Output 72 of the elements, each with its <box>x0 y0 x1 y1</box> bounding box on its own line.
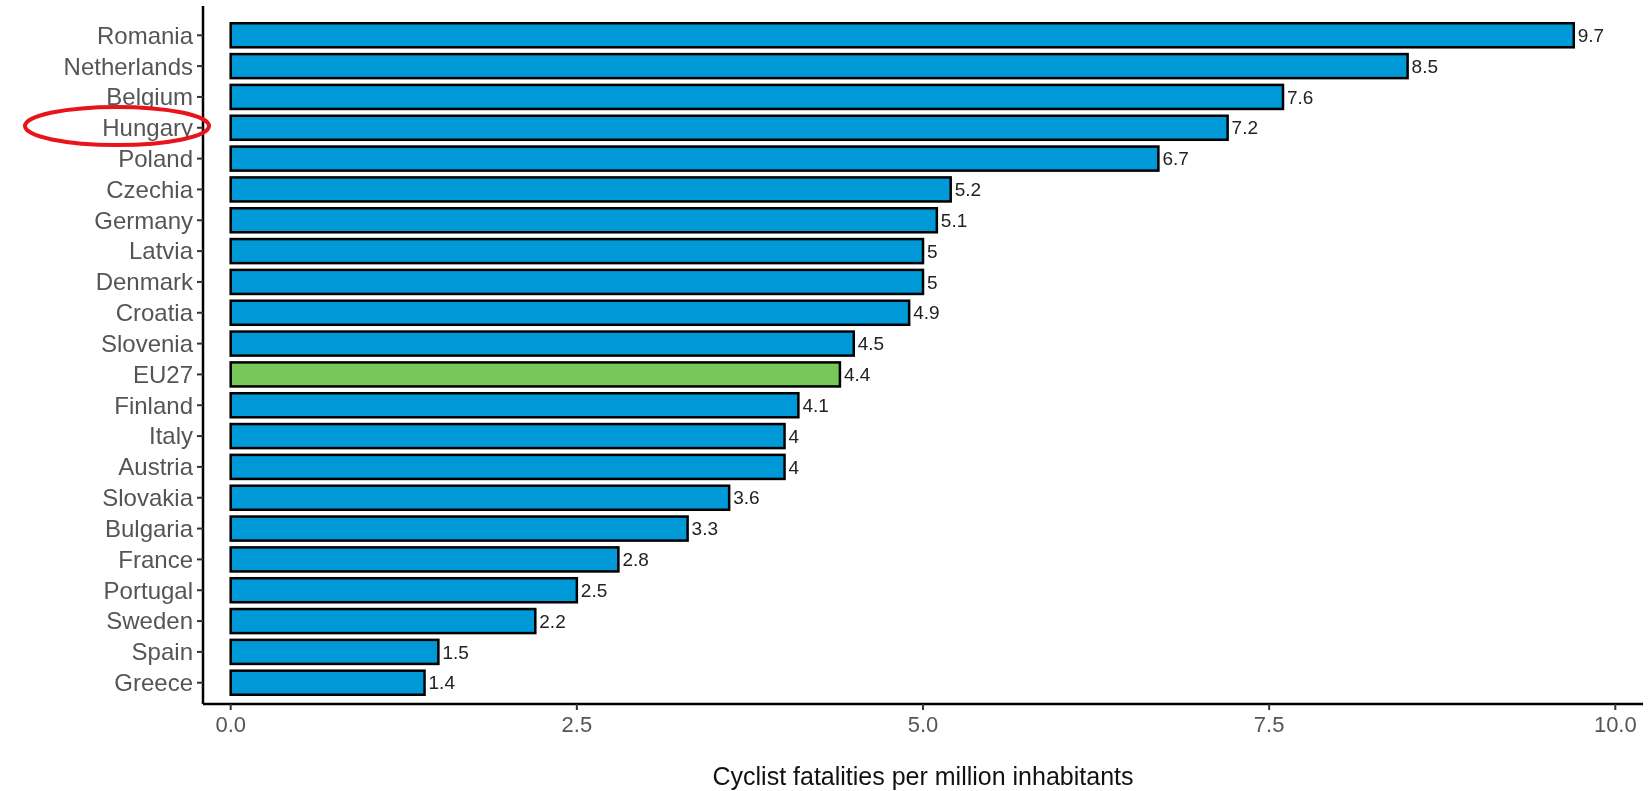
data-label: 1.4 <box>428 672 456 694</box>
y-tick-label: Czechia <box>106 175 194 203</box>
data-label: 6.7 <box>1162 148 1189 170</box>
x-tick-label: 0.0 <box>215 712 246 737</box>
y-tick-label: Netherlands <box>63 52 193 80</box>
y-tick-label: Denmark <box>95 268 194 296</box>
bar <box>229 52 1409 80</box>
bar <box>229 268 925 296</box>
data-label: 5.2 <box>954 179 982 201</box>
y-tick-label: Romania <box>96 21 194 49</box>
y-tick-label: Austria <box>118 453 194 481</box>
x-axis-title: Cyclist fatalities per million inhabitants <box>712 762 1134 790</box>
data-label: 4.1 <box>802 394 829 416</box>
bar <box>229 391 800 419</box>
bar <box>229 638 440 666</box>
data-label: 3.6 <box>733 487 760 509</box>
data-label: 9.7 <box>1577 24 1605 46</box>
y-tick-label: Slovakia <box>102 484 194 512</box>
y-tick-label: EU27 <box>132 360 193 388</box>
bar <box>229 237 925 265</box>
data-label: 5.1 <box>940 209 968 231</box>
data-label: 4.5 <box>857 333 885 355</box>
data-label: 1.5 <box>442 641 469 663</box>
y-tick-label: Bulgaria <box>104 514 194 542</box>
bar <box>229 114 1229 142</box>
data-label: 4 <box>788 456 800 478</box>
x-tick-label: 2.5 <box>561 712 593 737</box>
y-tick-label: Belgium <box>106 83 193 111</box>
y-tick-label: Sweden <box>106 607 193 635</box>
data-label: 5 <box>927 271 938 293</box>
data-label: 7.6 <box>1287 86 1314 108</box>
data-label: 2.2 <box>539 610 566 632</box>
y-tick-label: Hungary <box>102 114 193 142</box>
data-label: 4.9 <box>913 302 940 324</box>
data-label: 4.4 <box>843 364 871 386</box>
y-tick-label: Italy <box>148 422 193 450</box>
y-tick-label: Germany <box>94 206 193 234</box>
bar <box>229 453 786 481</box>
y-tick-label: Slovenia <box>100 329 194 357</box>
y-tick-label: France <box>118 545 193 573</box>
x-tick-label: 10.0 <box>1593 712 1637 737</box>
bar <box>229 484 731 512</box>
data-label: 7.2 <box>1231 117 1259 139</box>
y-tick-label: Latvia <box>128 237 194 265</box>
data-label: 2.5 <box>580 579 608 601</box>
x-tick-label: 7.5 <box>1253 712 1285 737</box>
y-tick-label: Croatia <box>115 299 194 327</box>
y-tick-label: Finland <box>114 391 193 419</box>
bar <box>229 83 1285 111</box>
data-label: 2.8 <box>622 549 649 571</box>
bar <box>229 576 579 604</box>
y-tick-label: Poland <box>118 145 193 172</box>
data-label: 3.3 <box>691 518 719 540</box>
bar <box>229 299 911 327</box>
y-tick-label: Greece <box>114 669 193 697</box>
bar <box>229 515 689 542</box>
y-tick-label: Spain <box>131 638 193 666</box>
bar <box>229 145 1160 172</box>
bar <box>229 546 620 573</box>
bar <box>229 422 786 450</box>
y-tick-label: Portugal <box>103 576 193 604</box>
data-label: 8.5 <box>1411 55 1439 77</box>
x-tick-label: 5.0 <box>907 712 939 737</box>
bar <box>229 361 842 388</box>
bar <box>229 330 856 357</box>
data-label: 5 <box>927 240 938 262</box>
data-label: 4 <box>788 425 800 447</box>
bar <box>229 206 939 234</box>
bar <box>229 22 1576 49</box>
bar <box>229 176 952 203</box>
bar <box>229 607 537 635</box>
bar <box>229 669 426 696</box>
